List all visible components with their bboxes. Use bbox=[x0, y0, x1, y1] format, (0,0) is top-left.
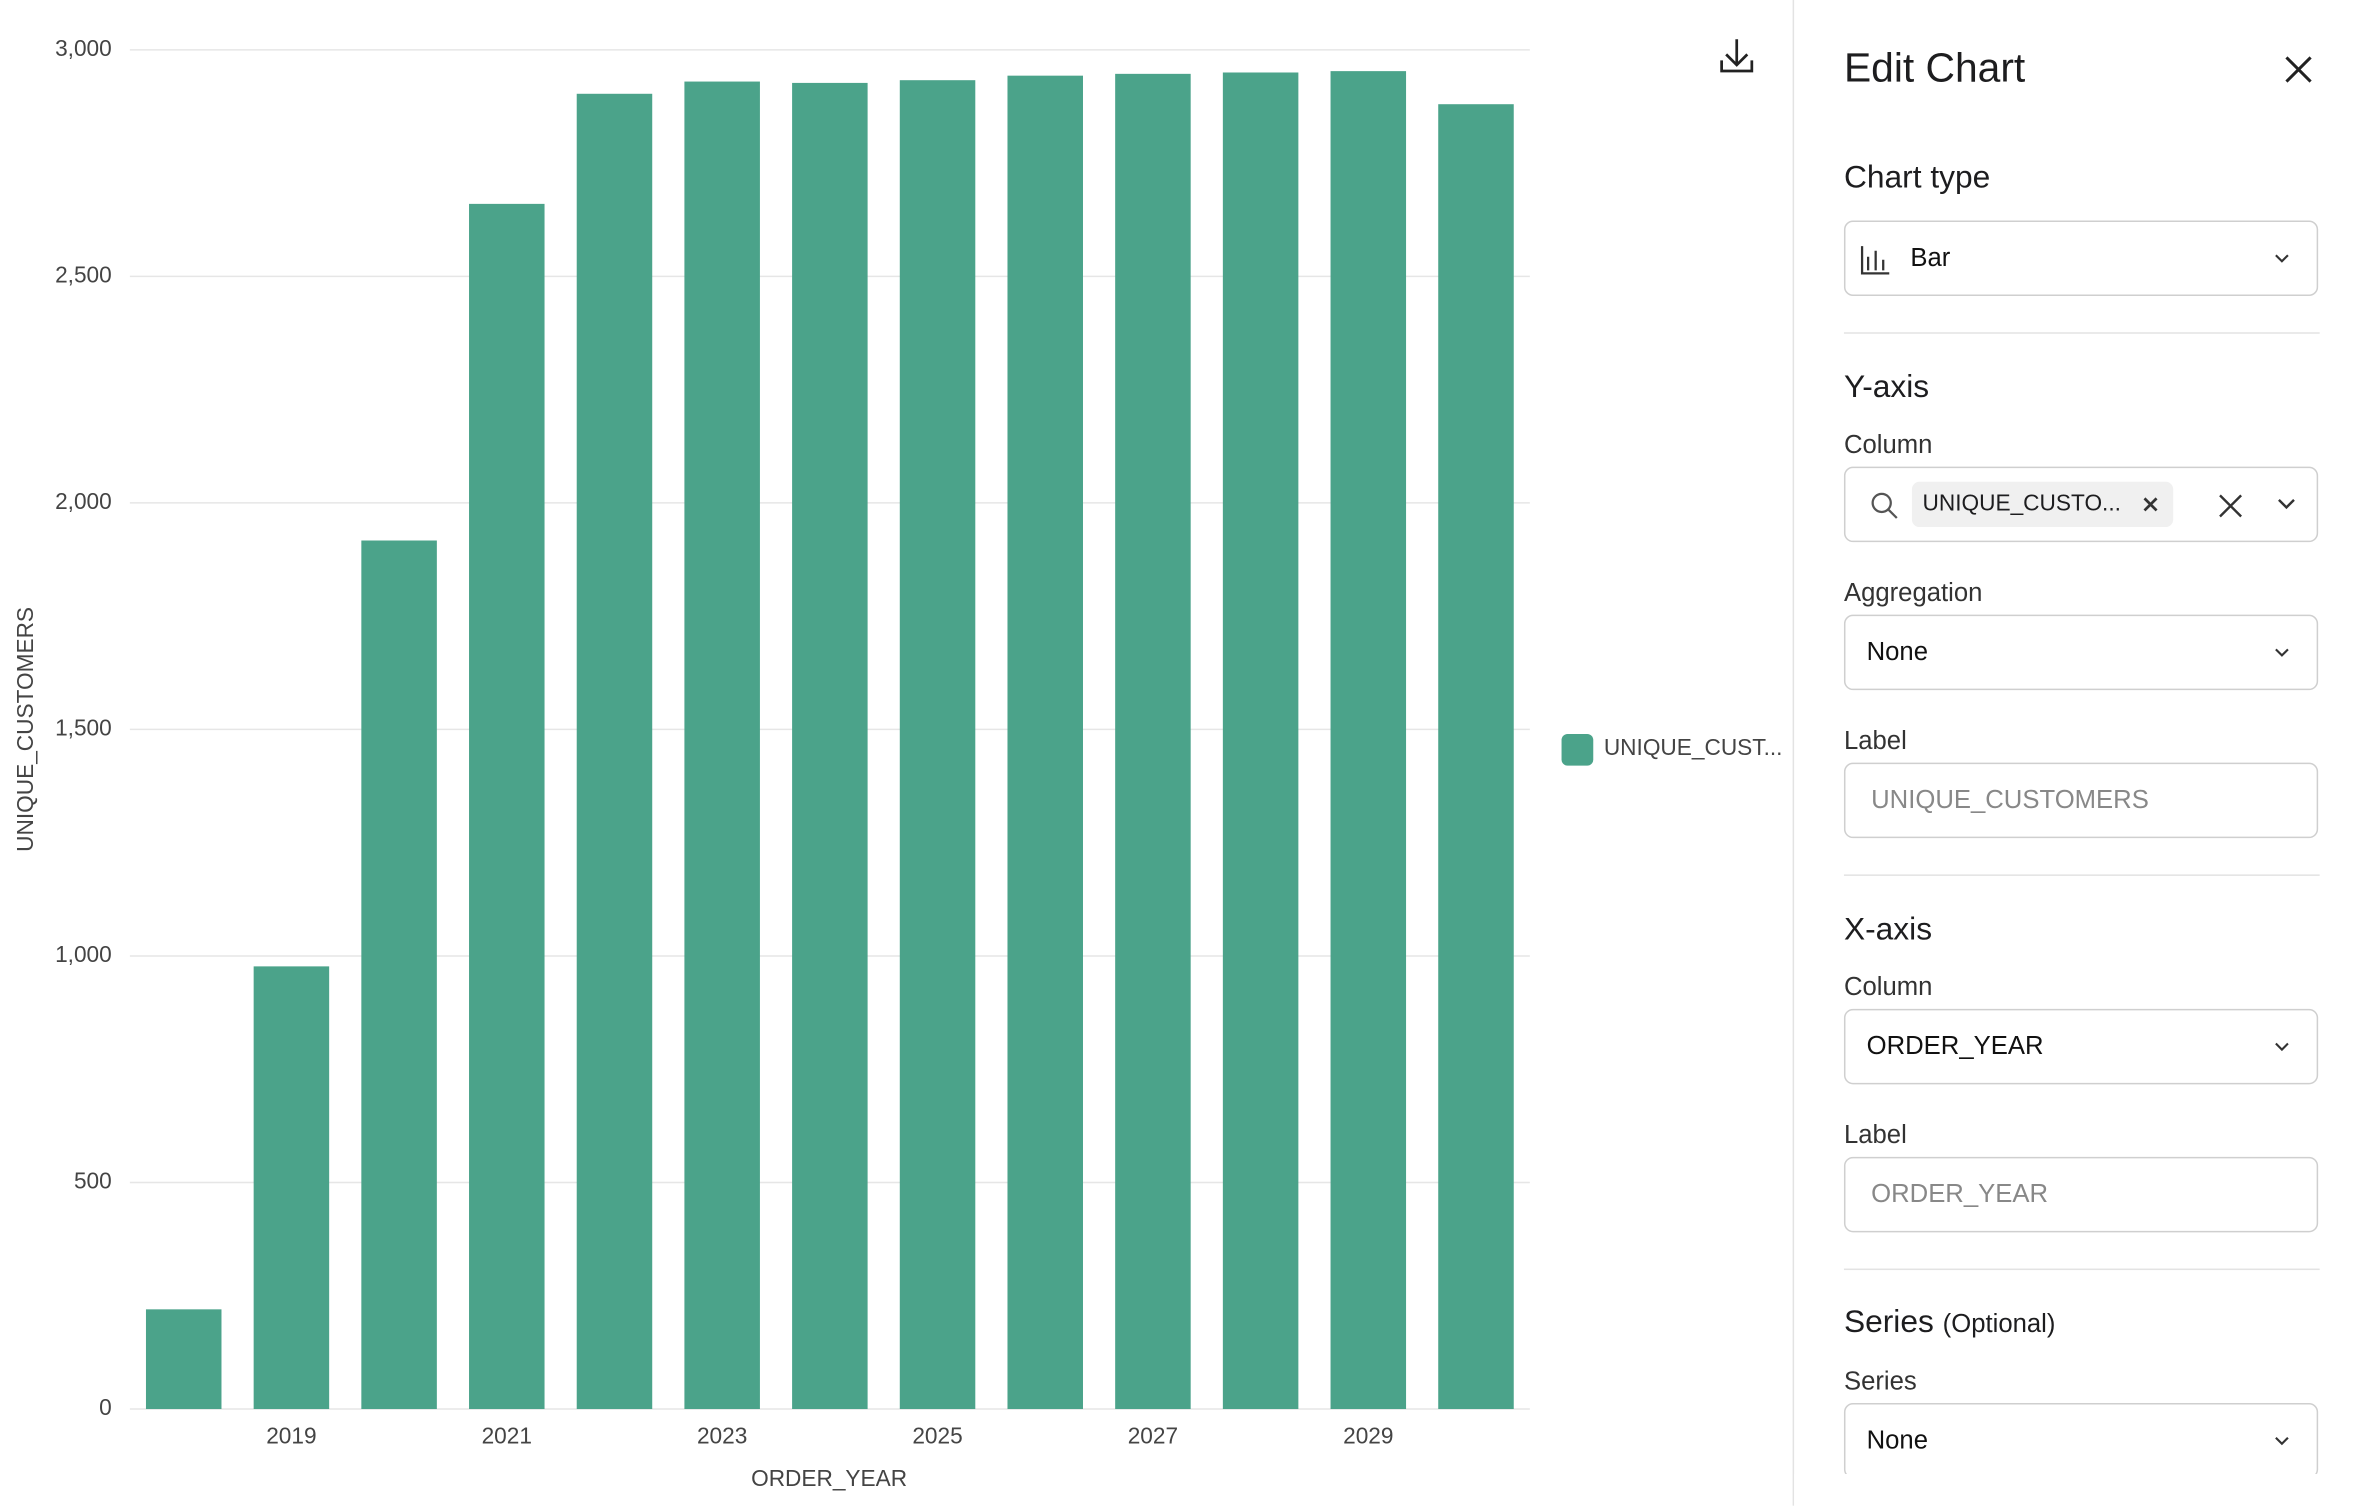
divider bbox=[1843, 1268, 2320, 1271]
chevron bbox=[2278, 499, 2295, 510]
select-value: None bbox=[1866, 1425, 1928, 1455]
y-tick-label: 0 bbox=[99, 1394, 112, 1420]
select-value: None bbox=[1866, 637, 1928, 666]
field-label: Aggregation bbox=[1843, 578, 1983, 608]
legend-label: UNIQUE_CUST... bbox=[1604, 734, 1783, 760]
x-tick-label: 2021 bbox=[482, 1423, 532, 1449]
placeholder: UNIQUE_CUSTOMERS bbox=[1871, 785, 2149, 814]
x-tick-label: 2023 bbox=[697, 1423, 747, 1449]
bar bbox=[1115, 73, 1191, 1410]
bar bbox=[361, 540, 437, 1410]
bar bbox=[1438, 104, 1514, 1410]
legend-swatch bbox=[1561, 733, 1594, 766]
field-label: Label bbox=[1843, 726, 1907, 756]
bar-icon bbox=[1860, 246, 1890, 275]
y-tick-label: 500 bbox=[74, 1167, 112, 1193]
y-tick-label: 3,000 bbox=[55, 35, 112, 61]
panel-title: Edit Chart bbox=[1843, 45, 2026, 91]
divider bbox=[1843, 874, 2320, 876]
close-button[interactable] bbox=[2285, 56, 2312, 83]
y-tick-label: 1,000 bbox=[55, 941, 112, 967]
x-tick-label: 2025 bbox=[912, 1423, 962, 1449]
bar bbox=[253, 966, 330, 1410]
bar bbox=[899, 80, 976, 1410]
edit-panel: Edit Chart Chart type Bar Y-axis Column … bbox=[1792, 0, 2368, 1506]
y-tick-label: 2,000 bbox=[55, 488, 112, 514]
section-heading: Y-axis bbox=[1843, 369, 1930, 405]
y-tick-label: 1,500 bbox=[55, 714, 112, 740]
placeholder: ORDER_YEAR bbox=[1871, 1179, 2049, 1209]
y-tick-label: 2,500 bbox=[55, 261, 112, 287]
bar bbox=[1222, 72, 1299, 1410]
field-label: Label bbox=[1843, 1120, 1907, 1150]
bar bbox=[792, 82, 868, 1410]
chevron bbox=[2275, 254, 2289, 263]
bar bbox=[1330, 71, 1407, 1410]
section-heading: X-axis bbox=[1843, 912, 1933, 947]
chevron bbox=[2275, 1436, 2289, 1446]
x-tick-label: 2019 bbox=[266, 1423, 316, 1449]
clear-button[interactable] bbox=[2218, 494, 2242, 518]
search-icon bbox=[1871, 492, 1898, 519]
bar bbox=[469, 203, 545, 1410]
download-button[interactable] bbox=[1720, 39, 1754, 73]
x-axis-title: ORDER_YEAR bbox=[751, 1465, 907, 1491]
field-label: Column bbox=[1843, 972, 1933, 1002]
section-heading: Series (Optional) bbox=[1844, 1305, 2055, 1341]
chart: ORDER_YEAR UNIQUE_CUSTOMERS 0 500 1,000 1,5… bbox=[12, 35, 1783, 1491]
x-tick-label: 2027 bbox=[1128, 1423, 1178, 1449]
y-column-select[interactable]: UNIQUE_CUSTO... bbox=[1843, 466, 2319, 543]
select-value: ORDER_YEAR bbox=[1866, 1031, 2044, 1061]
select-value: Bar bbox=[1910, 243, 1951, 272]
field-label: Column bbox=[1843, 430, 1933, 460]
chip[interactable]: UNIQUE_CUSTO... bbox=[1911, 481, 2174, 528]
bar bbox=[576, 93, 653, 1410]
bar bbox=[145, 1309, 222, 1410]
series-select[interactable]: None bbox=[1843, 1402, 2319, 1479]
optional-note: (Optional) bbox=[1942, 1309, 2056, 1339]
chevron bbox=[2275, 1042, 2289, 1052]
divider bbox=[1843, 332, 2320, 334]
y-axis-title: UNIQUE_CUSTOMERS bbox=[12, 607, 38, 852]
field-label: Series bbox=[1843, 1366, 1917, 1396]
chevron bbox=[2275, 648, 2289, 657]
x-column-select[interactable]: ORDER_YEAR bbox=[1843, 1008, 2319, 1085]
chart-type-select[interactable]: Bar bbox=[1843, 220, 2319, 296]
chip-remove[interactable] bbox=[2143, 497, 2158, 512]
scroll-fade bbox=[1794, 1473, 2368, 1506]
section-heading: Chart type bbox=[1843, 160, 1991, 195]
x-tick-label: 2029 bbox=[1343, 1423, 1393, 1449]
aggregation-select[interactable]: None bbox=[1843, 614, 2319, 691]
chip-text: UNIQUE_CUSTO... bbox=[1922, 490, 2121, 517]
bar bbox=[684, 81, 760, 1410]
bar bbox=[1007, 75, 1083, 1410]
heading-text: Series bbox=[1843, 1304, 1934, 1340]
y-label-input[interactable]: UNIQUE_CUSTOMERS bbox=[1843, 762, 2319, 839]
x-label-input[interactable]: ORDER_YEAR bbox=[1843, 1156, 2319, 1233]
